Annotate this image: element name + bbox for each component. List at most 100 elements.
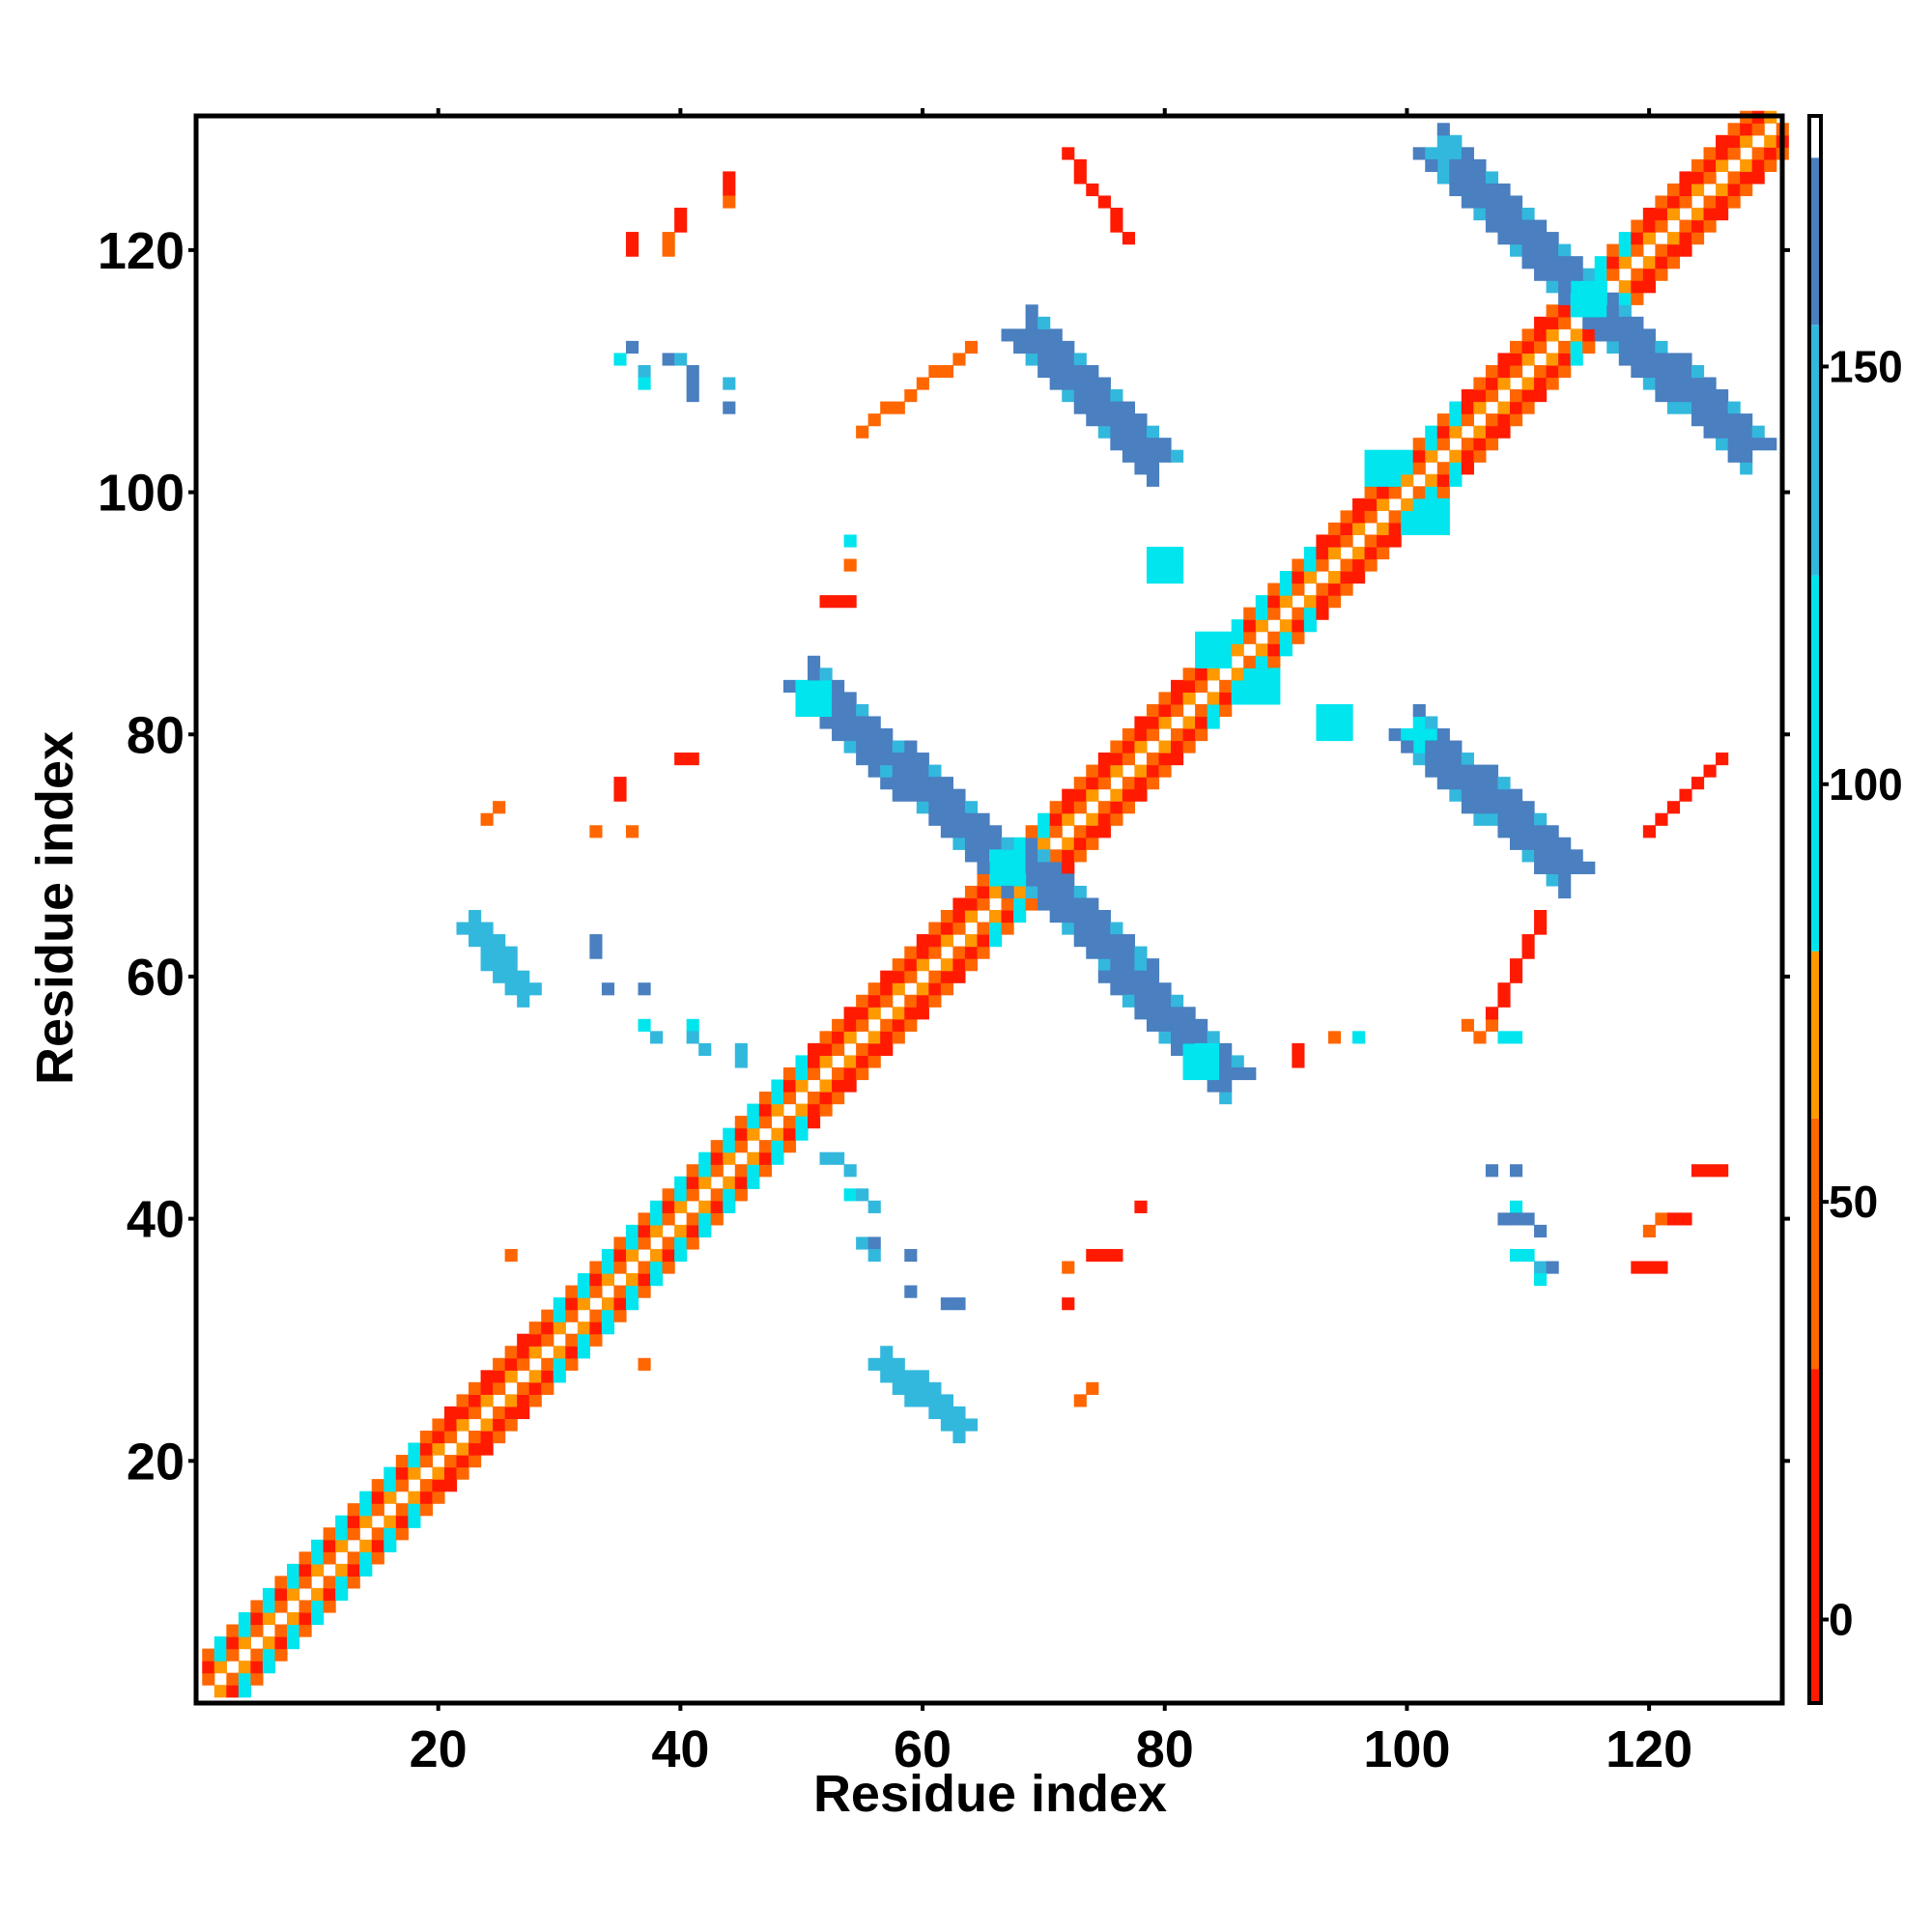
heatmap-cell bbox=[1631, 243, 1644, 257]
heatmap-cell bbox=[940, 934, 953, 948]
heatmap-cell bbox=[1606, 268, 1620, 281]
heatmap-cell bbox=[723, 1140, 736, 1153]
heatmap-cell bbox=[1182, 679, 1196, 693]
heatmap-cell bbox=[1158, 1018, 1172, 1032]
heatmap-cell bbox=[1449, 462, 1463, 475]
heatmap-cell bbox=[698, 1151, 712, 1165]
heatmap-cell bbox=[528, 1394, 542, 1407]
heatmap-cell bbox=[734, 1055, 748, 1068]
heatmap-cell bbox=[832, 1042, 845, 1057]
heatmap-cell bbox=[1497, 982, 1511, 996]
heatmap-cell bbox=[1740, 449, 1753, 463]
heatmap-cell bbox=[1679, 401, 1692, 414]
heatmap-cell bbox=[1485, 801, 1499, 814]
heatmap-cell bbox=[480, 1370, 494, 1383]
heatmap-cell bbox=[723, 401, 736, 414]
heatmap-cell bbox=[1364, 558, 1378, 572]
heatmap-cell bbox=[1171, 1018, 1184, 1032]
heatmap-cell bbox=[432, 1466, 445, 1480]
heatmap-cell bbox=[1546, 256, 1559, 270]
heatmap-cell bbox=[1534, 922, 1548, 935]
heatmap-cell bbox=[904, 1248, 918, 1263]
heatmap-cell bbox=[1195, 703, 1208, 718]
heatmap-cell bbox=[1171, 571, 1184, 584]
heatmap-cell bbox=[1740, 171, 1753, 185]
heatmap-cell bbox=[577, 1321, 590, 1335]
heatmap-cell bbox=[1449, 147, 1463, 160]
heatmap-cell bbox=[1316, 595, 1329, 609]
heatmap-cell bbox=[1327, 571, 1342, 584]
heatmap-cell bbox=[1436, 510, 1450, 524]
heatmap-cell bbox=[867, 727, 881, 742]
heatmap-cell bbox=[771, 1079, 784, 1093]
heatmap-cell bbox=[1436, 777, 1450, 790]
heatmap-cell bbox=[1364, 497, 1378, 511]
heatmap-cell bbox=[480, 812, 494, 826]
heatmap-cell bbox=[1110, 922, 1123, 935]
heatmap-cell bbox=[1497, 1212, 1511, 1226]
heatmap-cell bbox=[347, 1527, 360, 1541]
heatmap-cell bbox=[843, 1066, 857, 1081]
heatmap-cell bbox=[892, 1370, 905, 1383]
heatmap-cell bbox=[469, 910, 482, 923]
heatmap-cell bbox=[1171, 692, 1184, 705]
heatmap-cell bbox=[1473, 401, 1487, 414]
heatmap-cell bbox=[1461, 801, 1474, 814]
heatmap-cell bbox=[1122, 994, 1136, 1008]
heatmap-cell bbox=[1764, 134, 1777, 148]
heatmap-cell bbox=[1655, 208, 1668, 221]
heatmap-cell bbox=[1509, 364, 1523, 379]
heatmap-cell bbox=[1570, 861, 1583, 874]
y-tick-label: 40 bbox=[127, 1191, 185, 1249]
heatmap-cell bbox=[517, 994, 530, 1008]
heatmap-cell bbox=[298, 1611, 312, 1626]
heatmap-cell bbox=[904, 946, 918, 959]
heatmap-cell bbox=[1207, 703, 1220, 718]
heatmap-cell bbox=[1690, 158, 1705, 172]
heatmap-cell bbox=[1570, 268, 1583, 281]
heatmap-cell bbox=[819, 595, 833, 609]
heatmap-cell bbox=[1207, 668, 1220, 681]
heatmap-cell bbox=[1110, 982, 1123, 996]
heatmap-cell bbox=[940, 970, 953, 983]
heatmap-cell bbox=[1473, 764, 1487, 778]
heatmap-cell bbox=[832, 1151, 845, 1165]
heatmap-cell bbox=[1243, 607, 1257, 620]
heatmap-cell bbox=[1279, 595, 1293, 609]
heatmap-cell bbox=[916, 994, 929, 1008]
heatmap-cell bbox=[952, 958, 966, 972]
heatmap-cell bbox=[1377, 497, 1390, 511]
heatmap-cell bbox=[613, 788, 627, 802]
heatmap-cell bbox=[528, 1381, 542, 1395]
heatmap-cell bbox=[1292, 1042, 1305, 1057]
heatmap-cell bbox=[1062, 801, 1075, 814]
heatmap-cell bbox=[1740, 158, 1753, 172]
heatmap-cell bbox=[1631, 219, 1644, 233]
heatmap-cell bbox=[1377, 546, 1390, 560]
heatmap-cell bbox=[1062, 922, 1075, 935]
colorbar-band bbox=[1809, 1118, 1821, 1370]
heatmap-cell bbox=[1546, 377, 1559, 390]
heatmap-cell bbox=[1073, 801, 1087, 814]
heatmap-cell bbox=[819, 1031, 833, 1044]
heatmap-cell bbox=[517, 1346, 530, 1359]
heatmap-cell bbox=[1001, 861, 1014, 874]
heatmap-cell bbox=[1195, 679, 1208, 693]
heatmap-cell bbox=[1086, 389, 1099, 403]
heatmap-cell bbox=[698, 1176, 712, 1189]
heatmap-cell bbox=[747, 1116, 760, 1129]
heatmap-cell bbox=[1073, 377, 1087, 390]
heatmap-cell bbox=[443, 1418, 458, 1432]
heatmap-cell bbox=[1594, 256, 1607, 270]
heatmap-cell bbox=[1122, 970, 1136, 983]
heatmap-cell bbox=[1521, 934, 1535, 948]
heatmap-cell bbox=[1025, 885, 1038, 899]
heatmap-cell bbox=[1388, 522, 1402, 536]
heatmap-cell bbox=[856, 1055, 869, 1068]
heatmap-cell bbox=[480, 946, 494, 959]
heatmap-cell bbox=[734, 1116, 748, 1129]
heatmap-cell bbox=[311, 1551, 325, 1565]
heatmap-cell bbox=[1546, 243, 1559, 257]
heatmap-cell bbox=[262, 1600, 276, 1613]
heatmap-cell bbox=[601, 1309, 615, 1322]
